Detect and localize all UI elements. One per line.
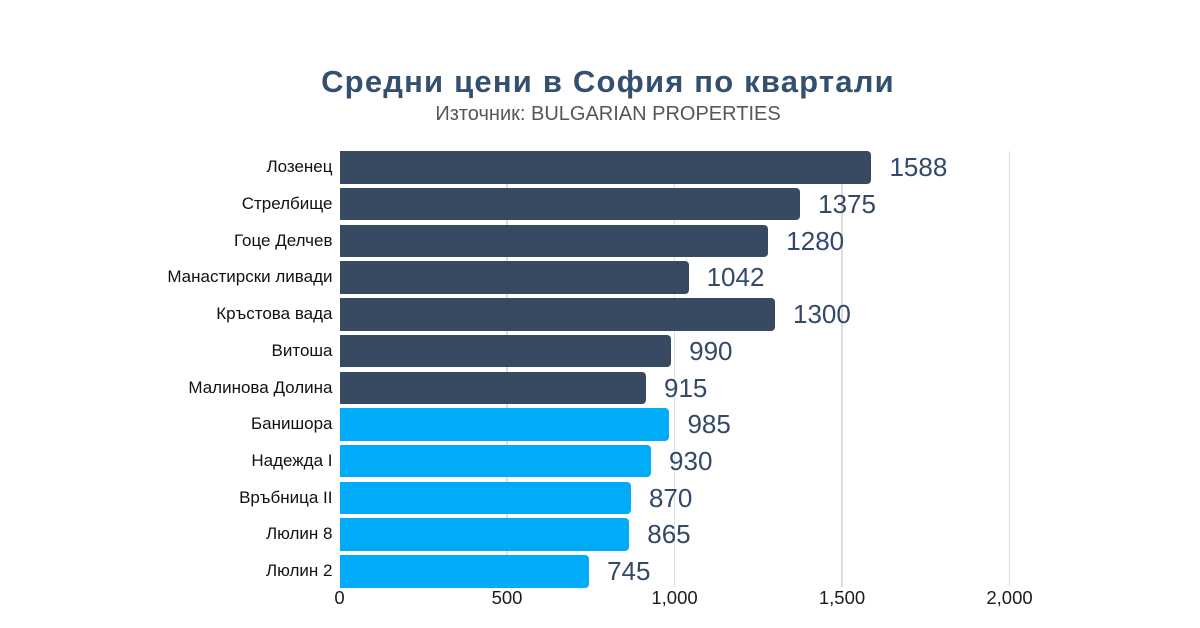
bar-7[interactable] — [339, 371, 647, 404]
category-label: Връбница II — [239, 487, 333, 507]
value-label: 1588 — [889, 152, 948, 183]
value-label: 1042 — [706, 262, 765, 293]
category-label: Надежда I — [251, 450, 333, 470]
value-label: 930 — [669, 445, 713, 476]
bar-9[interactable] — [339, 444, 652, 478]
gridline-1000 — [673, 151, 676, 587]
bar-3[interactable] — [339, 224, 769, 258]
bar-11[interactable] — [339, 518, 630, 551]
chart-title: Средни цени в София по квартали — [321, 64, 895, 99]
gridline-1500 — [841, 151, 843, 587]
bar-10[interactable] — [339, 481, 631, 515]
value-label: 1375 — [818, 189, 876, 219]
gridline-500 — [506, 151, 508, 587]
category-label: Витоша — [271, 340, 333, 360]
category-label: Банишора — [251, 414, 333, 434]
gridline-2000 — [1008, 151, 1011, 587]
bar-1[interactable] — [339, 151, 872, 184]
x-tick-label: 0 — [334, 587, 345, 608]
bar-2[interactable] — [339, 188, 801, 221]
x-tick-label: 1,500 — [818, 587, 866, 608]
value-label: 1280 — [786, 225, 845, 256]
category-label: Стрелбище — [241, 194, 333, 213]
category-label: Кръстова вада — [216, 304, 333, 324]
value-label: 990 — [689, 335, 733, 366]
category-label: Лозенец — [266, 157, 333, 177]
value-label: 745 — [607, 556, 651, 587]
category-label: Люлин 2 — [265, 561, 333, 581]
value-label: 915 — [664, 372, 708, 403]
bar-6[interactable] — [339, 334, 672, 368]
x-tick-label: 1,000 — [651, 587, 698, 608]
category-label: Гоце Делчев — [233, 230, 333, 250]
chart-subtitle: Източник: BULGARIAN PROPERTIES — [435, 103, 781, 125]
bar-4[interactable] — [339, 261, 689, 294]
value-label: 870 — [648, 482, 693, 513]
x-tick-label: 2,000 — [986, 587, 1033, 608]
category-label: Малинова Долина — [188, 377, 333, 397]
bar-12[interactable] — [339, 555, 590, 588]
bar-5[interactable] — [339, 298, 775, 331]
value-label: 985 — [687, 409, 731, 440]
category-label: Люлин 8 — [265, 524, 333, 544]
bar-8[interactable] — [339, 408, 670, 441]
x-tick-label: 500 — [491, 587, 523, 608]
category-label: Манастирски ливади — [167, 267, 333, 287]
value-label: 865 — [647, 519, 691, 550]
value-label: 1300 — [793, 299, 851, 330]
